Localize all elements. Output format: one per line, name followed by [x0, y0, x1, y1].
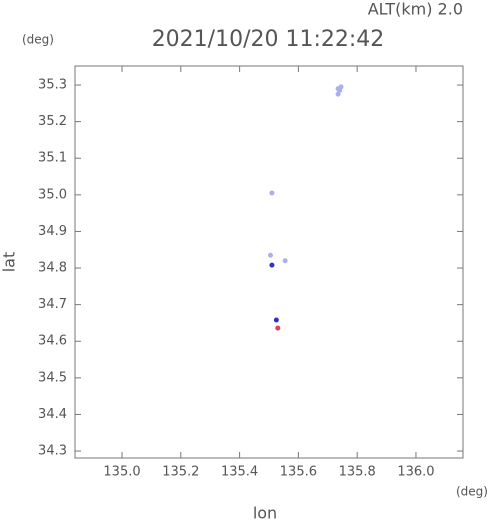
x-tick-label: 135.8 — [339, 465, 376, 480]
y-tick-label: 35.0 — [38, 187, 67, 202]
point — [282, 258, 288, 264]
y-tick-label: 34.6 — [38, 334, 67, 349]
y-axis-label: lat — [0, 252, 19, 273]
y-unit: (deg) — [22, 33, 54, 47]
x-tick-label: 135.6 — [280, 465, 317, 480]
point — [273, 317, 279, 323]
y-tick-label: 35.1 — [38, 151, 67, 166]
x-tick-label: 136.0 — [397, 465, 434, 480]
y-tick-label: 34.8 — [38, 261, 67, 276]
point — [335, 91, 341, 97]
x-tick-label: 135.4 — [221, 465, 258, 480]
y-tick-label: 34.4 — [38, 407, 67, 422]
y-tick-label: 34.5 — [38, 370, 67, 385]
y-tick-label: 34.9 — [38, 224, 67, 239]
chart-title: 2021/10/20 11:22:42 — [152, 27, 385, 52]
x-tick-label: 135.0 — [103, 465, 140, 480]
x-tick-label: 135.2 — [162, 465, 199, 480]
point — [269, 190, 275, 196]
x-unit: (deg) — [456, 485, 488, 499]
point — [267, 252, 273, 258]
y-tick-label: 34.7 — [38, 297, 67, 312]
plot-frame — [74, 65, 464, 459]
point — [335, 86, 341, 92]
y-tick-label: 34.3 — [38, 444, 67, 459]
point — [269, 262, 275, 268]
y-tick-label: 35.3 — [38, 78, 67, 93]
point — [275, 325, 281, 331]
y-tick-label: 35.2 — [38, 114, 67, 129]
x-axis-label: lon — [253, 504, 277, 521]
chart-subtitle: ALT(km) 2.0 — [368, 0, 463, 19]
